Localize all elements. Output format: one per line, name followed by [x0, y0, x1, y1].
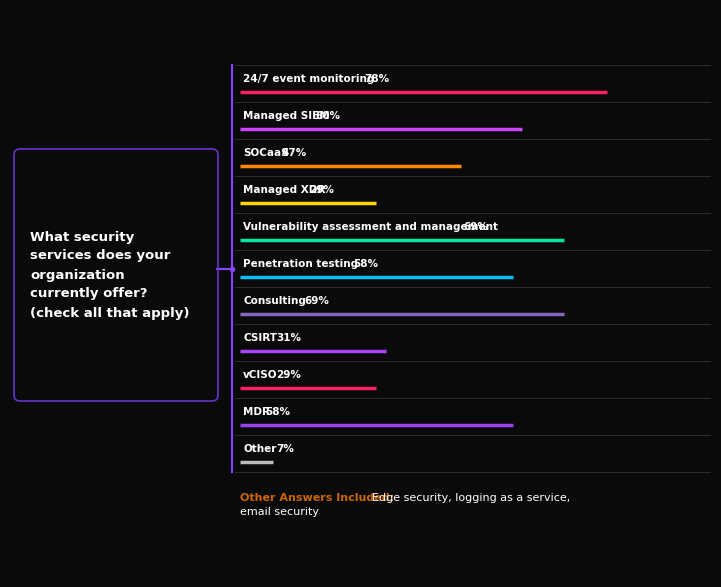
Text: 7%: 7% [276, 444, 294, 454]
Text: Other: Other [243, 444, 276, 454]
Text: CSIRT: CSIRT [243, 333, 277, 343]
Text: Penetration testing: Penetration testing [243, 259, 358, 269]
Text: 60%: 60% [315, 111, 340, 121]
Text: Managed XDR: Managed XDR [243, 185, 325, 195]
Text: 29%: 29% [309, 185, 335, 195]
Text: What security
services does your
organization
currently offer?
(check all that a: What security services does your organiz… [30, 231, 190, 319]
Text: 24/7 event monitoring: 24/7 event monitoring [243, 74, 374, 84]
Text: Managed SIEM: Managed SIEM [243, 111, 329, 121]
Text: SOCaaS: SOCaaS [243, 148, 288, 158]
Text: Consulting: Consulting [243, 296, 306, 306]
Text: email security: email security [240, 507, 319, 517]
Text: 69%: 69% [464, 222, 488, 232]
Text: 29%: 29% [276, 370, 301, 380]
Text: MDR: MDR [243, 407, 270, 417]
Text: vCISO: vCISO [243, 370, 278, 380]
Text: Vulnerability assessment and management: Vulnerability assessment and management [243, 222, 498, 232]
Text: 78%: 78% [365, 74, 389, 84]
Text: 58%: 58% [353, 259, 379, 269]
Text: 58%: 58% [265, 407, 291, 417]
Text: Other Answers Included:: Other Answers Included: [240, 493, 394, 503]
Text: 47%: 47% [282, 148, 307, 158]
Text: 69%: 69% [304, 296, 329, 306]
Text: Edge security, logging as a service,: Edge security, logging as a service, [372, 493, 570, 503]
Text: 31%: 31% [276, 333, 301, 343]
